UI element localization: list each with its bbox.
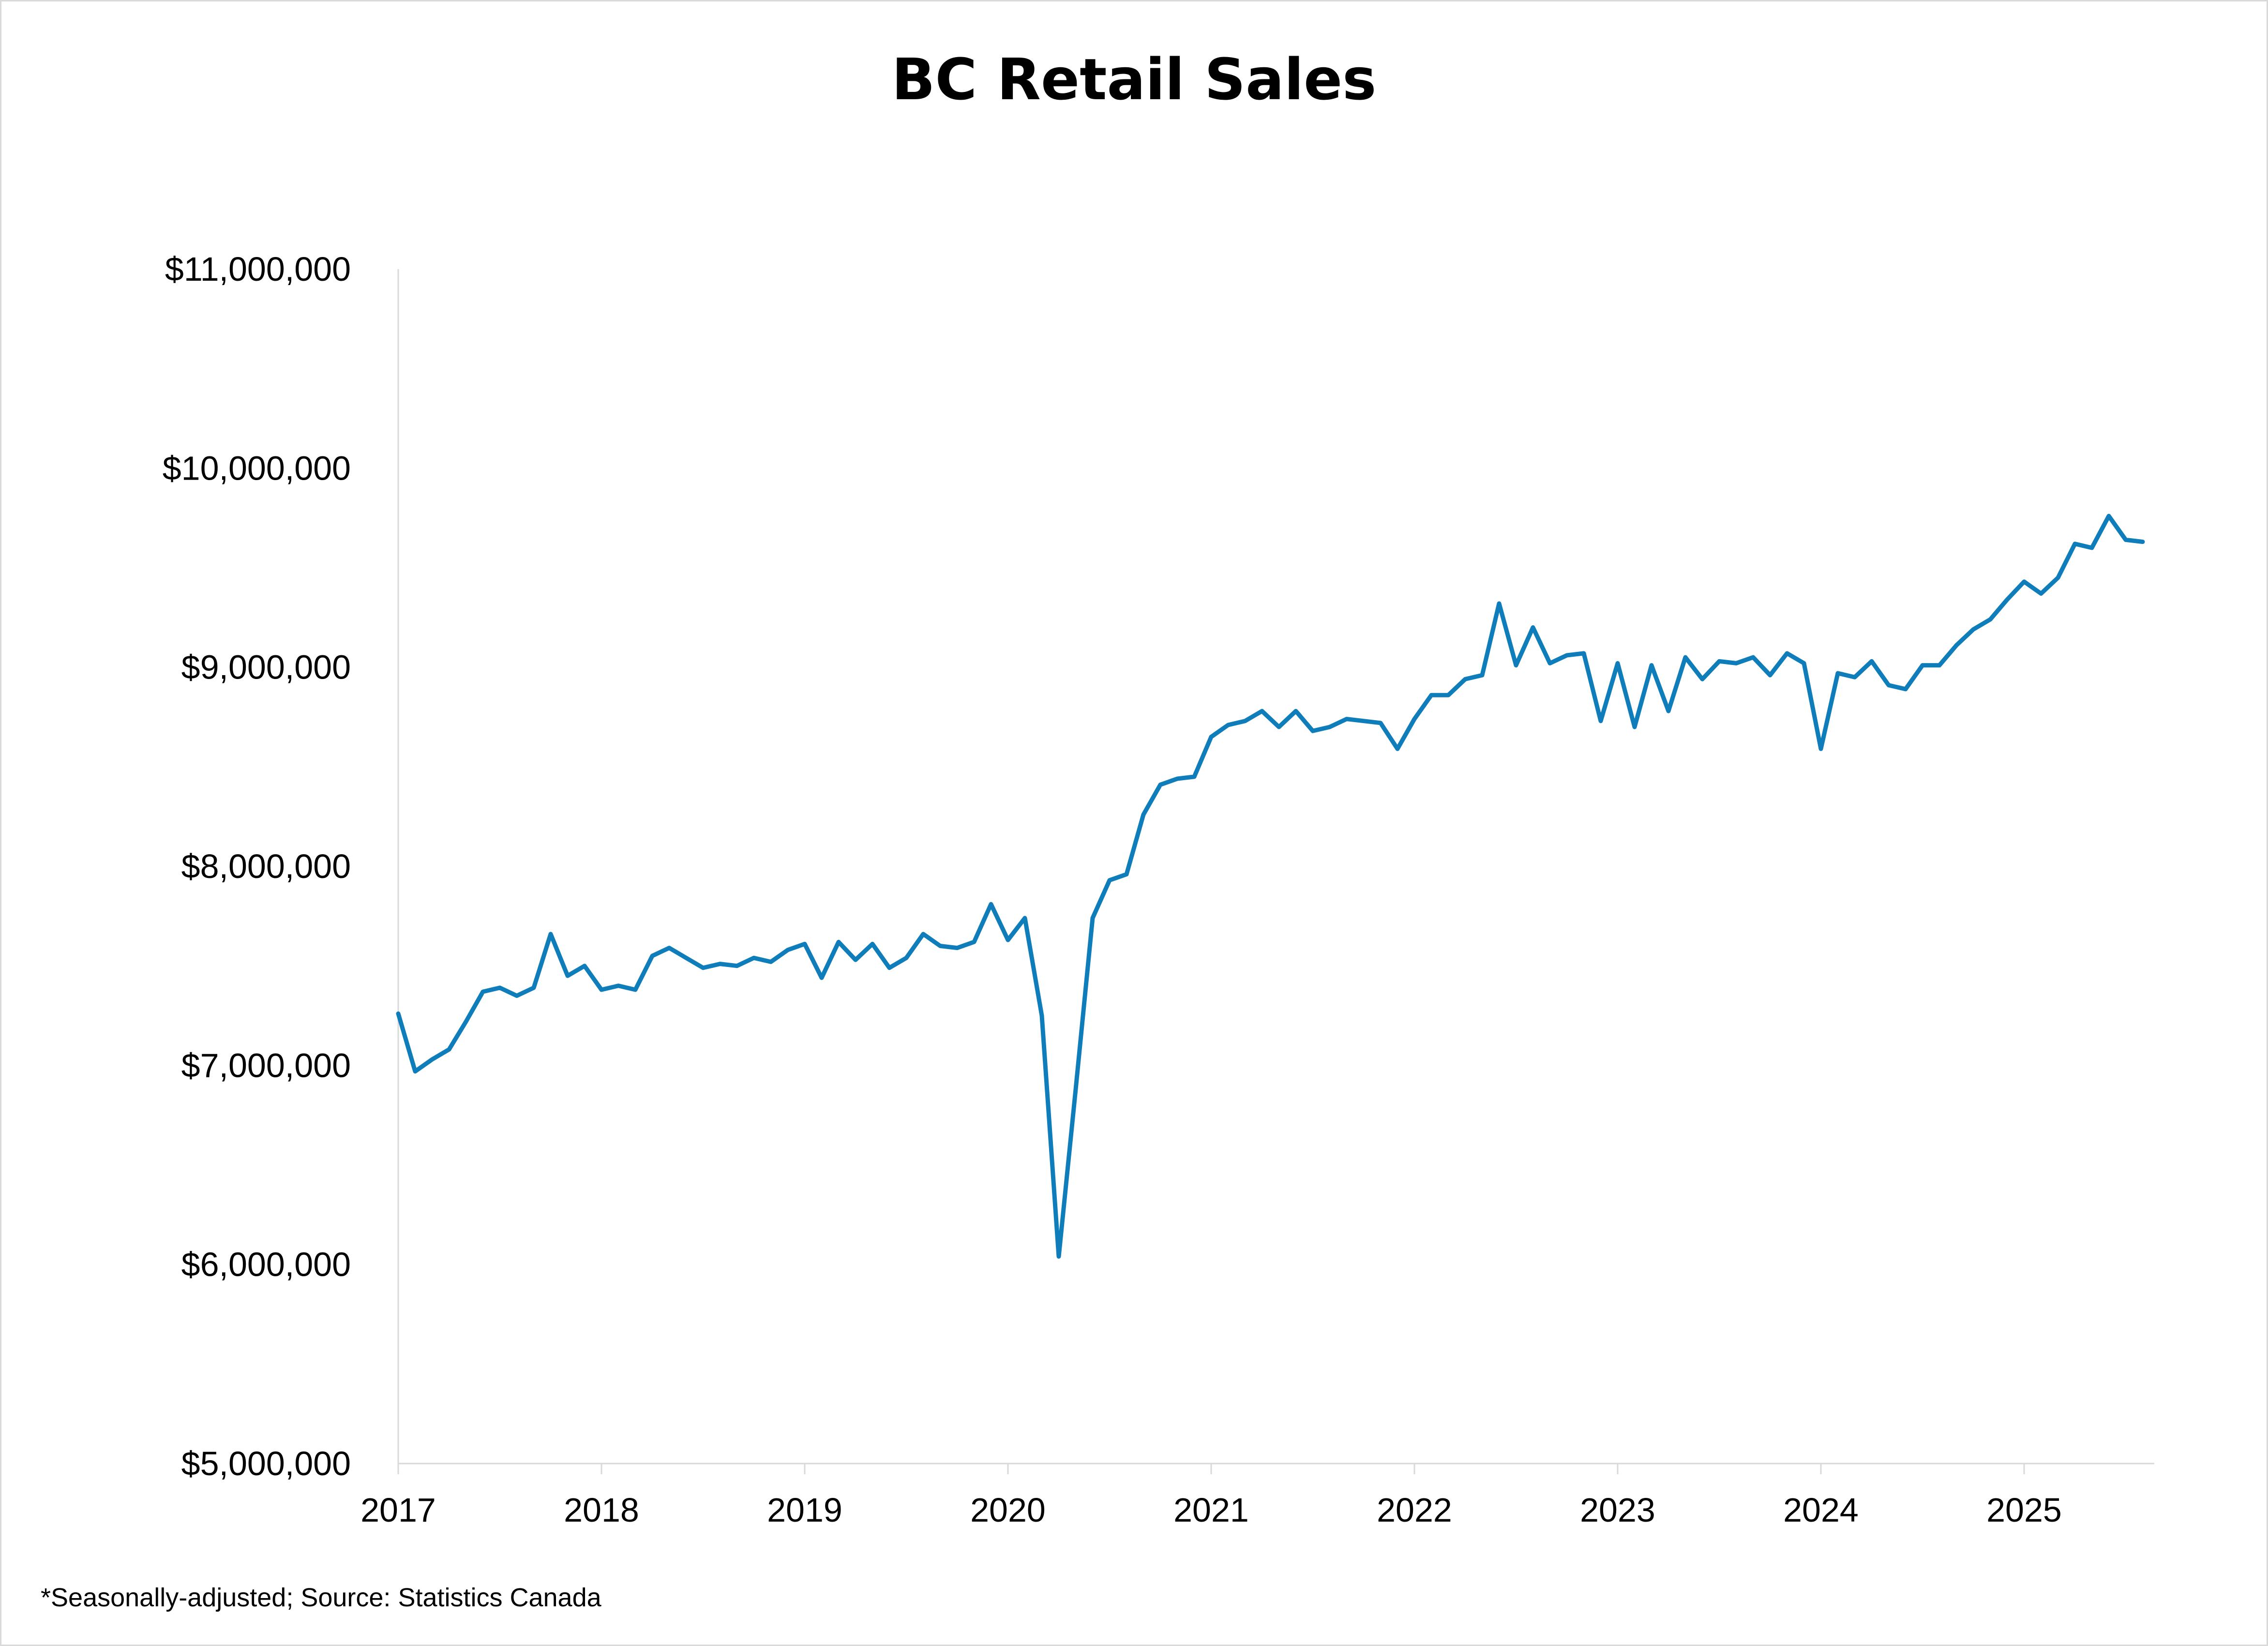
x-tick-label: 2021: [1173, 1491, 1249, 1529]
y-tick-label: $5,000,000: [181, 1445, 351, 1482]
x-tick-label: 2023: [1580, 1491, 1655, 1529]
y-tick-label: $7,000,000: [181, 1046, 351, 1084]
x-tick-label: 2025: [1986, 1491, 2062, 1529]
x-tick-label: 2017: [360, 1491, 436, 1529]
chart-footnote: *Seasonally-adjusted; Source: Statistics…: [41, 1583, 601, 1612]
y-tick-label: $11,000,000: [165, 250, 351, 288]
y-tick-label: $9,000,000: [181, 649, 351, 686]
x-tick-label: 2018: [564, 1491, 639, 1529]
series-line: [396, 513, 2145, 1259]
y-tick-label: $8,000,000: [181, 847, 351, 885]
y-tick-label: $10,000,000: [163, 449, 351, 487]
chart-axes: [397, 269, 2154, 1465]
series-layer: [396, 513, 2145, 1259]
x-tick-label: 2020: [970, 1491, 1046, 1529]
y-tick-label: $6,000,000: [181, 1246, 351, 1284]
x-tick-label: 2024: [1783, 1491, 1859, 1529]
x-tick-label: 2019: [767, 1491, 842, 1529]
chart-title: BC Retail Sales: [891, 46, 1377, 113]
x-tick-label: 2022: [1377, 1491, 1452, 1529]
x-axis-ticks: 2017 2018 2019 2020 2021 2022 2023 2024 2025: [360, 1464, 2062, 1529]
y-axis-ticks: $5,000,000 $6,000,000 $7,000,000 $8,000,000…: [163, 250, 351, 1482]
